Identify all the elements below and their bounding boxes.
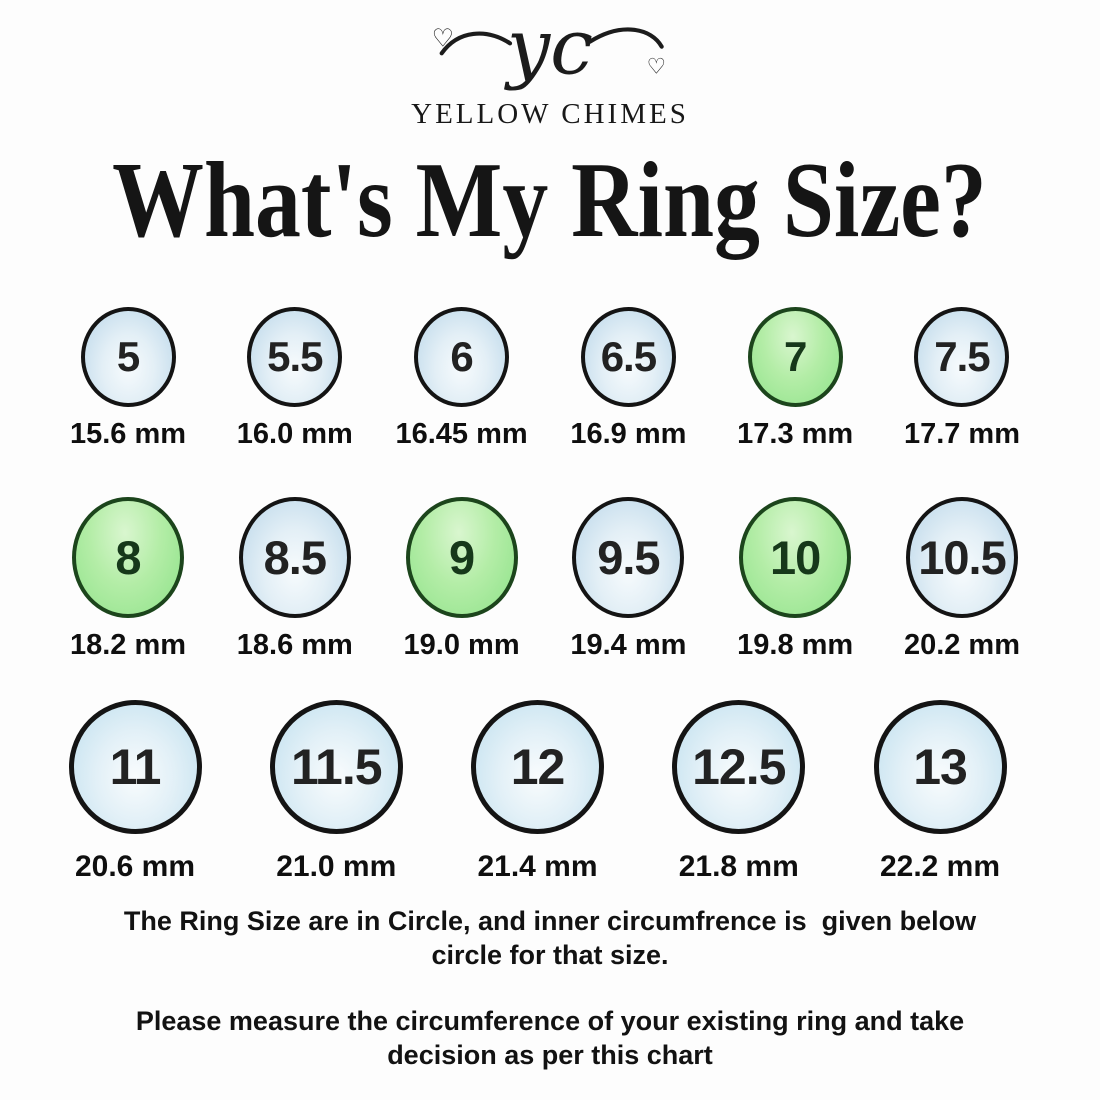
ring-diameter-label: 19.0 mm <box>403 629 520 661</box>
ring-diameter-label: 16.45 mm <box>395 418 528 450</box>
ring-size-circle-9: 9 <box>405 497 518 618</box>
note-measure-instruction-line2: decision as per this chart <box>387 1040 713 1070</box>
ring-size-number: 9 <box>449 531 475 584</box>
ring-size-cell: 12 21.4 mm <box>443 700 633 884</box>
ring-size-cell: 11.5 21.0 mm <box>241 700 431 884</box>
ring-size-cell: 6 16.45 mm <box>382 307 542 451</box>
ring-size-row-3: 11 20.6 mm 11.5 21.0 mm 12 21.4 mm 12.5 … <box>0 700 1100 884</box>
ring-size-cell: 8.5 18.6 mm <box>215 497 375 662</box>
ring-diameter-label: 19.8 mm <box>737 629 854 661</box>
ring-size-circle-10-5: 10.5 <box>905 497 1018 618</box>
ring-size-cell: 10.5 20.2 mm <box>882 497 1042 662</box>
ring-size-cell: 6.5 16.9 mm <box>548 307 708 451</box>
ring-size-number: 6.5 <box>600 333 657 380</box>
ring-size-circle-8-5: 8.5 <box>238 497 351 618</box>
ring-size-number: 10 <box>770 531 821 584</box>
page-title: What's My Ring Size? <box>112 141 988 260</box>
ring-size-cell: 11 20.6 mm <box>40 700 230 884</box>
svg-text:♡: ♡ <box>647 54 666 79</box>
ring-size-number: 12.5 <box>692 739 786 795</box>
ring-size-number: 11.5 <box>290 739 383 795</box>
ring-diameter-label: 21.4 mm <box>477 850 598 883</box>
ring-size-cell: 13 22.2 mm <box>845 700 1035 884</box>
ring-diameter-label: 19.4 mm <box>570 629 687 661</box>
yc-script-logo-icon: ♡ yc ♡ <box>432 4 666 92</box>
ring-size-number: 7 <box>784 333 807 380</box>
ring-size-number: 12 <box>510 739 566 795</box>
ring-diameter-label: 16.9 mm <box>570 418 687 450</box>
ring-diameter-label: 18.6 mm <box>236 629 353 661</box>
ring-diameter-label: 15.6 mm <box>69 418 187 450</box>
ring-size-row-2: 8 18.2 mm 8.5 18.6 mm 9 19.0 mm 9.5 19.4… <box>0 497 1100 662</box>
ring-size-circle-7: 7 <box>747 307 843 407</box>
title-wrap: What's My Ring Size? <box>0 147 1100 255</box>
ring-diameter-label: 17.3 mm <box>737 418 854 450</box>
brand-logo-block: ♡ yc ♡ YELLOW CHIMES <box>0 0 1100 131</box>
ring-size-number: 5.5 <box>267 333 323 380</box>
svg-text:yc: yc <box>504 4 593 92</box>
ring-size-number: 6 <box>450 333 473 380</box>
ring-size-circle-11: 11 <box>68 700 202 834</box>
ring-diameter-label: 18.2 mm <box>69 629 187 661</box>
ring-size-cell: 10 19.8 mm <box>715 497 875 662</box>
ring-diameter-label: 21.8 mm <box>678 850 799 883</box>
ring-size-circle-7-5: 7.5 <box>914 307 1010 407</box>
ring-size-circle-5-5: 5.5 <box>247 307 343 407</box>
ring-diameter-label: 16.0 mm <box>236 418 353 450</box>
ring-size-number: 13 <box>913 739 968 795</box>
ring-size-number: 7.5 <box>934 333 990 380</box>
svg-text:♡: ♡ <box>432 24 454 53</box>
ring-size-cell: 9 19.0 mm <box>382 497 542 662</box>
ring-size-circle-5: 5 <box>80 307 176 407</box>
ring-size-circle-11-5: 11.5 <box>269 700 403 834</box>
ring-size-cell: 12.5 21.8 mm <box>644 700 834 884</box>
ring-size-number: 5 <box>116 333 140 380</box>
ring-size-circle-8: 8 <box>72 497 184 618</box>
ring-size-cell: 7 17.3 mm <box>715 307 875 451</box>
ring-diameter-label: 20.2 mm <box>903 629 1021 661</box>
brand-name: YELLOW CHIMES <box>411 98 689 130</box>
ring-size-circle-12: 12 <box>471 700 604 834</box>
ring-size-number: 11 <box>109 739 162 795</box>
note-spacer <box>0 972 1100 1004</box>
ring-size-row-1: 5 15.6 mm 5.5 16.0 mm 6 16.45 mm 6.5 16.… <box>0 307 1100 451</box>
ring-size-cell: 5 15.6 mm <box>48 307 208 451</box>
ring-size-cell: 9.5 19.4 mm <box>548 497 708 662</box>
ring-size-circle-13: 13 <box>873 700 1007 834</box>
ring-size-number: 8.5 <box>263 531 327 584</box>
note-circle-explanation-line2: circle for that size. <box>431 940 669 970</box>
note-measure-instruction-line1: Please measure the circumference of your… <box>135 1006 965 1036</box>
ring-diameter-label: 17.7 mm <box>903 418 1021 450</box>
ring-size-number: 10.5 <box>918 531 1006 584</box>
ring-size-cell: 5.5 16.0 mm <box>215 307 375 451</box>
ring-diameter-label: 22.2 mm <box>879 850 1001 883</box>
footer-notes: The Ring Size are in Circle, and inner c… <box>0 904 1100 1072</box>
ring-size-circle-6-5: 6.5 <box>580 307 676 407</box>
ring-size-circle-9-5: 9.5 <box>572 497 685 618</box>
ring-size-circle-12-5: 12.5 <box>672 700 806 834</box>
ring-size-cell: 8 18.2 mm <box>48 497 208 662</box>
ring-size-cell: 7.5 17.7 mm <box>882 307 1042 451</box>
ring-diameter-label: 21.0 mm <box>276 850 397 883</box>
ring-size-circle-10: 10 <box>739 497 852 618</box>
note-circle-explanation-line1: The Ring Size are in Circle, and inner c… <box>123 906 977 936</box>
ring-diameter-label: 20.6 mm <box>74 850 196 883</box>
ring-size-number: 9.5 <box>597 531 660 584</box>
ring-size-circle-6: 6 <box>414 307 510 407</box>
ring-size-number: 8 <box>115 531 141 584</box>
